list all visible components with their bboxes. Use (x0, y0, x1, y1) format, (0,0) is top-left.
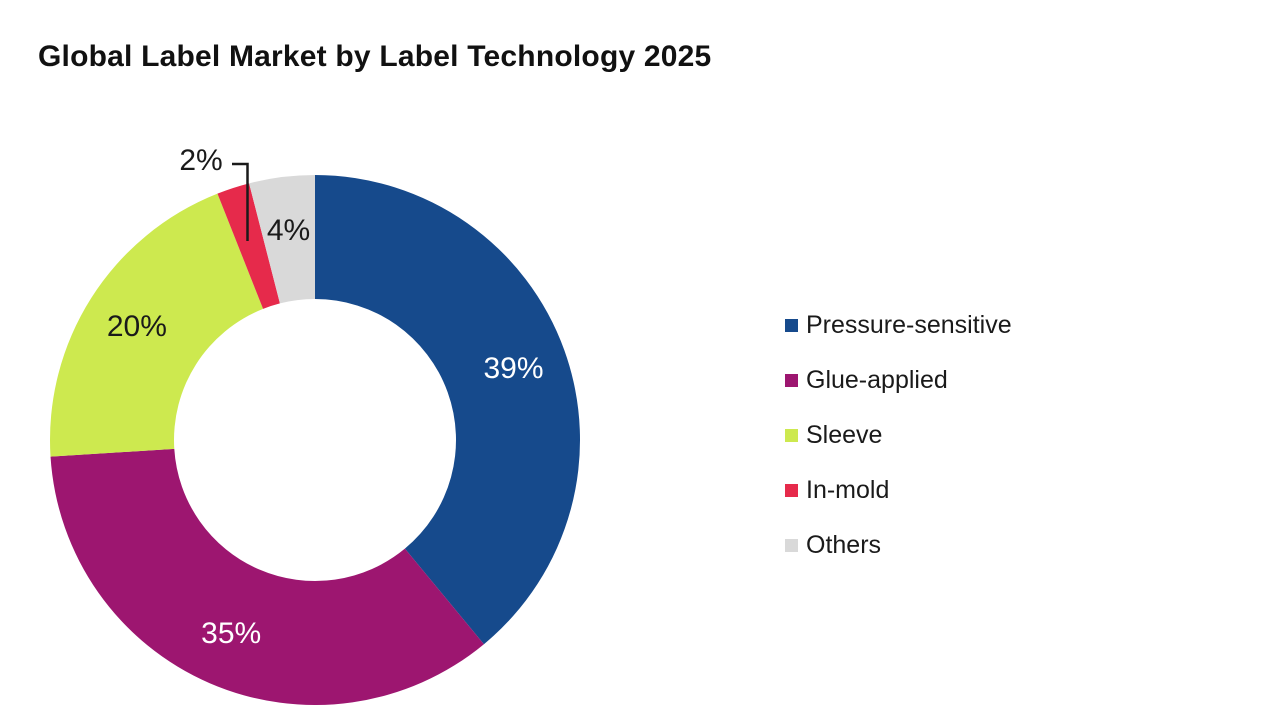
pie-slice-glue-applied (50, 448, 484, 706)
legend-item-sleeve: Sleeve (785, 421, 1012, 449)
legend-item-glue-applied: Glue-applied (785, 366, 1012, 394)
chart-title: Global Label Market by Label Technology … (38, 40, 712, 73)
legend-swatch-icon (785, 374, 798, 387)
pie-slice-in-mold (217, 183, 280, 309)
legend-swatch-icon (785, 319, 798, 332)
legend-item-others: Others (785, 531, 1012, 559)
legend-swatch-icon (785, 539, 798, 552)
legend-label: In-mold (806, 476, 890, 504)
legend-swatch-icon (785, 484, 798, 497)
legend-label: Others (806, 531, 882, 559)
legend-label: Sleeve (806, 421, 883, 449)
callout-line (232, 162, 249, 241)
chart-legend: Pressure-sensitive Glue-applied Sleeve In-m… (785, 311, 1012, 587)
legend-label: Glue-applied (806, 366, 948, 394)
legend-item-in-mold: In-mold (785, 476, 1012, 504)
legend-swatch-icon (785, 429, 798, 442)
pie-slice-others (249, 175, 315, 304)
legend-label: Pressure-sensitive (806, 311, 1012, 339)
pie-slice-pressure-sensitive (315, 175, 581, 645)
legend-item-pressure-sensitive: Pressure-sensitive (785, 311, 1012, 339)
pie-slice-sleeve (49, 193, 264, 457)
